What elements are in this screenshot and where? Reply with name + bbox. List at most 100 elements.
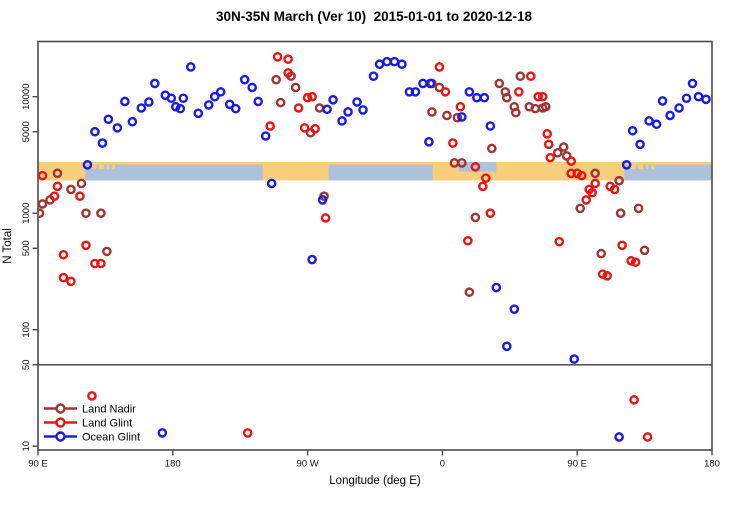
data-point xyxy=(635,139,645,150)
data-point xyxy=(464,87,475,97)
data-point xyxy=(66,276,76,287)
data-point xyxy=(530,103,541,114)
data-point xyxy=(302,92,313,103)
data-point xyxy=(247,82,257,93)
data-point xyxy=(515,71,526,81)
data-point xyxy=(157,428,168,438)
data-point xyxy=(175,103,186,114)
x-tick-label: 90 E xyxy=(567,459,587,470)
y-axis-label: N Total xyxy=(2,228,14,264)
legend-label: Land Nadir xyxy=(82,404,136,416)
data-point xyxy=(310,124,320,134)
data-point xyxy=(576,170,587,181)
data-point xyxy=(674,103,684,113)
data-point xyxy=(260,131,271,141)
data-point xyxy=(87,391,97,401)
x-tick-label: 90 E xyxy=(28,459,48,470)
data-point xyxy=(382,56,392,67)
x-axis-label: Longitude (deg E) xyxy=(329,475,421,487)
data-point xyxy=(230,103,241,114)
data-point xyxy=(38,170,48,181)
data-point xyxy=(185,62,196,72)
data-point xyxy=(150,78,160,89)
data-point xyxy=(90,258,100,269)
data-point xyxy=(629,395,639,405)
data-point xyxy=(178,93,189,104)
data-point xyxy=(434,82,445,93)
y-tick-label: 10 xyxy=(21,441,32,452)
data-point xyxy=(452,112,463,123)
data-point xyxy=(81,208,91,218)
data-point xyxy=(265,121,275,131)
data-point xyxy=(639,245,650,256)
data-point xyxy=(404,87,415,97)
data-point xyxy=(328,95,338,105)
data-point xyxy=(96,208,106,218)
data-point xyxy=(271,74,281,85)
data-point xyxy=(615,208,626,218)
y-tick-label: 10000 xyxy=(21,83,32,109)
data-point xyxy=(457,112,467,122)
data-point xyxy=(290,82,301,93)
data-point xyxy=(66,184,76,195)
data-point xyxy=(485,208,496,218)
data-point xyxy=(144,97,154,107)
data-point xyxy=(687,78,698,89)
data-point xyxy=(253,96,263,107)
data-point xyxy=(193,108,204,119)
data-point xyxy=(509,304,520,314)
data-point xyxy=(337,116,347,126)
data-point xyxy=(397,59,407,70)
x-tick-label: 90 W xyxy=(297,459,319,470)
data-point xyxy=(596,248,606,259)
data-point xyxy=(307,91,317,102)
data-point xyxy=(374,59,385,70)
data-point xyxy=(554,236,565,247)
data-point xyxy=(626,256,636,266)
data-point xyxy=(82,160,93,170)
data-point xyxy=(617,240,627,251)
data-point xyxy=(442,110,452,121)
data-point xyxy=(293,103,304,113)
y-tick-label: 50 xyxy=(21,359,32,370)
data-point xyxy=(166,93,177,104)
x-tick-label: 0 xyxy=(440,459,445,470)
data-point xyxy=(621,160,632,170)
data-point xyxy=(513,87,524,97)
y-axis-ticks: 10000 5000 1000 500 100 50 10 xyxy=(21,83,38,451)
data-point xyxy=(657,96,668,106)
data-point xyxy=(320,213,331,223)
map-strip xyxy=(38,162,712,181)
data-point xyxy=(97,138,108,148)
data-point xyxy=(502,341,512,352)
data-point xyxy=(543,139,554,150)
data-point xyxy=(693,91,704,102)
data-point xyxy=(103,114,114,125)
data-point xyxy=(575,203,585,214)
data-point xyxy=(215,87,226,97)
data-point xyxy=(587,187,597,198)
data-point xyxy=(52,181,63,192)
y-tick-label: 1000 xyxy=(21,203,32,224)
data-point xyxy=(642,432,653,442)
data-point xyxy=(102,246,112,257)
y-tick-label: 500 xyxy=(21,240,32,256)
data-point xyxy=(470,212,481,223)
data-point xyxy=(455,101,466,112)
data-point xyxy=(203,100,214,110)
x-axis-ticks: 90 E 180 90 W 0 90 E 180 xyxy=(28,450,720,470)
data-point xyxy=(49,191,60,201)
data-point xyxy=(630,257,641,267)
data-point xyxy=(491,282,502,293)
data-point xyxy=(75,191,85,201)
data-point xyxy=(410,87,421,97)
data-point xyxy=(540,101,551,112)
data-point xyxy=(542,129,553,139)
chart-title: 30N-35N March (Ver 10) 2015-01-01 to 202… xyxy=(216,9,532,24)
data-point xyxy=(463,235,473,246)
data-point xyxy=(170,101,181,112)
data-point xyxy=(510,107,521,118)
series-land-nadir xyxy=(38,71,650,297)
data-point xyxy=(502,92,512,103)
